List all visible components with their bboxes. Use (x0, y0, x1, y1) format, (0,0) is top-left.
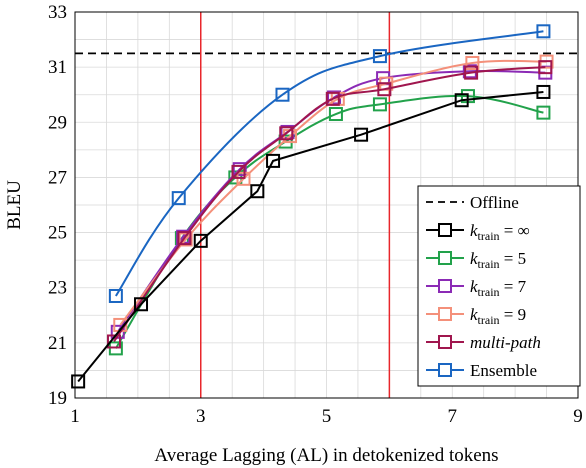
legend-item: ktrain = ∞ (426, 221, 530, 243)
data-point (377, 82, 392, 97)
x-tick-label: 7 (448, 406, 458, 427)
legend-item: multi-path (426, 333, 541, 352)
series-line (77, 90, 544, 383)
data-point (106, 334, 121, 349)
data-point (325, 91, 340, 106)
legend-item: ktrain = 5 (426, 249, 526, 271)
series-k-train (71, 84, 551, 389)
data-point (372, 49, 387, 64)
legend-item: Ensemble (426, 361, 537, 380)
data-point (231, 164, 246, 179)
data-point (108, 288, 123, 303)
data-point (454, 93, 469, 108)
y-tick-label: 19 (48, 388, 67, 409)
series-line (113, 66, 546, 343)
data-point (193, 233, 208, 248)
legend-marker (438, 251, 452, 265)
y-tick-label: 33 (48, 2, 67, 23)
x-tick-label: 3 (196, 406, 206, 427)
data-point (465, 56, 480, 71)
x-tick-label: 1 (70, 406, 80, 427)
legend-marker (438, 223, 452, 237)
y-tick-label: 31 (48, 57, 67, 78)
legend-marker (438, 335, 452, 349)
series-line (119, 59, 547, 326)
data-point (536, 84, 551, 99)
legend-label: Offline (470, 193, 519, 212)
legend-label: ktrain = ∞ (470, 221, 530, 243)
data-point (177, 231, 192, 246)
series-ensemble (108, 24, 551, 303)
x-tick-label: 9 (573, 406, 583, 427)
plot-area (71, 24, 554, 389)
data-point (171, 191, 186, 206)
data-point (232, 162, 247, 177)
x-axis-label: Average Lagging (AL) in detokenized toke… (154, 445, 498, 466)
data-point (328, 107, 343, 122)
legend-label: ktrain = 5 (470, 249, 526, 271)
legend: Offline ktrain = ∞ ktrain = 5 ktrain = 7 ktr… (417, 185, 581, 387)
y-axis-label: BLEU (4, 180, 25, 230)
y-tick-label: 23 (48, 278, 67, 299)
series-multi-path (106, 60, 553, 349)
data-point (372, 97, 387, 112)
x-tick-label: 5 (322, 406, 332, 427)
data-point (178, 232, 193, 247)
legend-item: ktrain = 7 (426, 277, 527, 299)
data-point (354, 127, 369, 142)
data-point (536, 105, 551, 120)
tick-labels: 1 3 5 7 9 19 21 23 25 27 29 31 33 (48, 2, 583, 427)
legend-label: Ensemble (470, 361, 537, 380)
legend-marker (438, 279, 452, 293)
y-tick-label: 29 (48, 112, 67, 133)
legend-item: ktrain = 9 (426, 305, 526, 327)
legend-item: Offline (426, 193, 519, 212)
legend-label: ktrain = 7 (470, 277, 527, 299)
y-tick-label: 27 (48, 167, 67, 188)
legend-marker (438, 307, 452, 321)
data-point (538, 60, 553, 75)
data-point (275, 87, 290, 102)
legend-label: multi-path (470, 333, 541, 352)
data-point (279, 126, 294, 141)
series-line (115, 30, 544, 297)
legend-label: ktrain = 9 (470, 305, 526, 327)
y-tick-label: 21 (48, 333, 67, 354)
legend-marker (438, 363, 452, 377)
y-tick-label: 25 (48, 223, 67, 244)
data-point (464, 65, 479, 80)
data-point (250, 184, 265, 199)
data-point (266, 153, 281, 168)
data-point (71, 374, 86, 389)
data-point (134, 297, 149, 312)
data-point (536, 24, 551, 39)
